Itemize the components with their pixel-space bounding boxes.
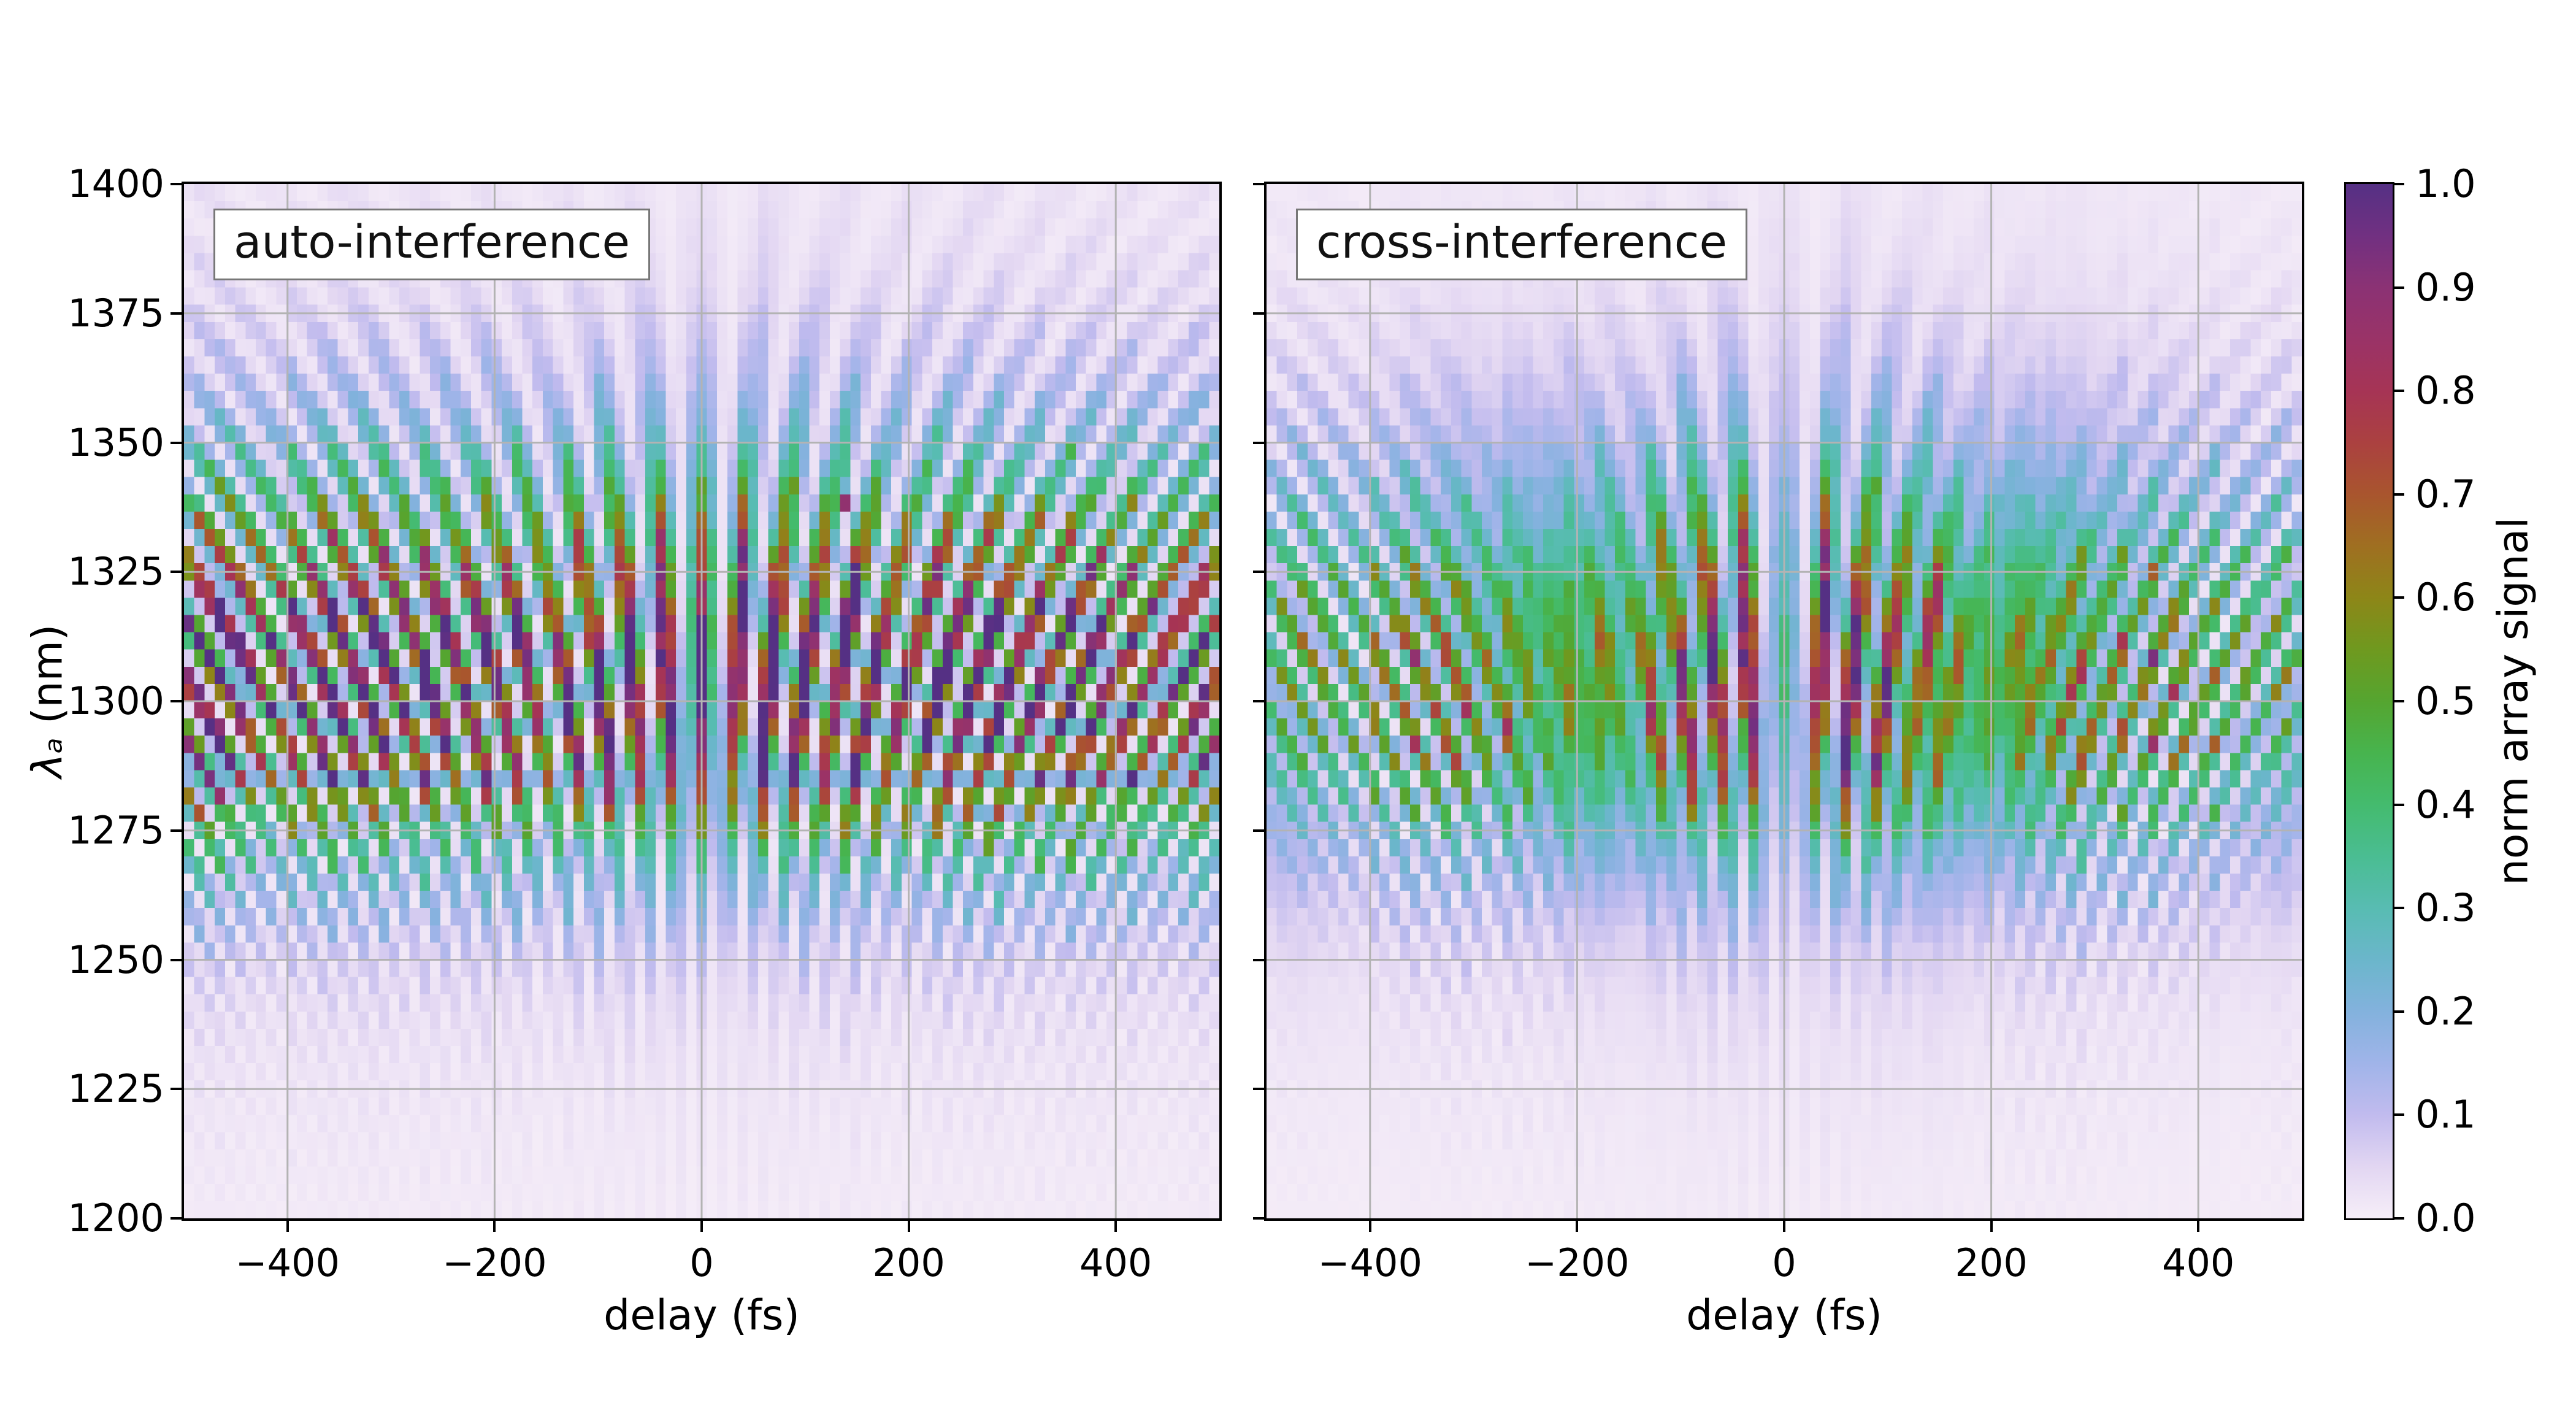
x-tick	[286, 1221, 289, 1232]
x-tick-label: −200	[1525, 1240, 1630, 1285]
y-tick	[171, 1217, 182, 1220]
colorbar-tick	[2394, 1010, 2404, 1013]
y-tick	[1253, 1217, 1264, 1220]
colorbar-tick-label: 0.7	[2415, 471, 2476, 517]
colorbar-tick	[2394, 390, 2404, 393]
x-tick	[1783, 1221, 1785, 1232]
y-tick	[171, 700, 182, 702]
y-tick	[171, 183, 182, 185]
x-tick-label: −400	[235, 1240, 340, 1285]
colorbar-tick	[2394, 183, 2404, 185]
x-tick	[1368, 1221, 1371, 1232]
y-tick-label: 1250	[67, 937, 164, 982]
panel-auto-interference: auto-interference	[182, 182, 1222, 1221]
colorbar-tick	[2394, 907, 2404, 910]
x-tick-label: 0	[1772, 1240, 1796, 1285]
y-tick	[1253, 183, 1264, 185]
y-tick	[171, 571, 182, 574]
y-tick-label: 1275	[67, 807, 164, 853]
x-tick	[493, 1221, 496, 1232]
colorbar-tick-label: 0.9	[2415, 264, 2476, 310]
y-tick-label: 1350	[67, 420, 164, 465]
colorbar-tick	[2394, 596, 2404, 599]
x-tick	[907, 1221, 910, 1232]
x-tick-label: 200	[1955, 1240, 2028, 1285]
colorbar-tick	[2394, 700, 2404, 702]
y-tick	[171, 829, 182, 832]
colorbar-tick-label: 0.8	[2415, 368, 2476, 413]
colorbar-tick	[2394, 1113, 2404, 1117]
x-tick-label: 400	[2162, 1240, 2235, 1285]
y-tick-label: 1325	[67, 549, 164, 594]
panel-label-auto: auto-interference	[213, 209, 651, 281]
x-tick-label: 400	[1079, 1240, 1152, 1285]
x-axis-label-auto: delay (fs)	[604, 1291, 800, 1340]
y-tick	[171, 1088, 182, 1091]
x-tick-label: −400	[1317, 1240, 1422, 1285]
x-axis-label-cross: delay (fs)	[1686, 1291, 1882, 1340]
panel-label-cross: cross-interference	[1296, 209, 1748, 281]
colorbar-tick-label: 0.0	[2415, 1196, 2476, 1240]
y-tick	[171, 958, 182, 961]
y-tick	[1253, 829, 1264, 832]
y-tick-label: 1225	[67, 1066, 164, 1112]
y-axis-label-symbol: λₐ	[23, 737, 72, 778]
colorbar	[2344, 182, 2394, 1220]
x-tick-label: −200	[442, 1240, 547, 1285]
colorbar-tick	[2394, 803, 2404, 806]
colorbar-tick	[2394, 493, 2404, 496]
x-tick	[1990, 1221, 1993, 1232]
x-tick	[1576, 1221, 1579, 1232]
y-tick-label: 1200	[67, 1196, 164, 1240]
colorbar-tick-label: 0.3	[2415, 885, 2476, 931]
x-tick	[2197, 1221, 2200, 1232]
y-tick-label: 1400	[67, 161, 164, 206]
colorbar-tick-label: 0.2	[2415, 988, 2476, 1034]
gridlines-auto	[184, 184, 1219, 1218]
y-tick	[1253, 312, 1264, 315]
colorbar-tick-label: 0.5	[2415, 678, 2476, 723]
y-tick	[1253, 441, 1264, 444]
y-tick-label: 1300	[67, 678, 164, 723]
x-tick-label: 200	[872, 1240, 945, 1285]
y-tick	[1253, 571, 1264, 574]
y-tick	[1253, 700, 1264, 702]
x-tick	[700, 1221, 703, 1232]
y-tick	[171, 312, 182, 315]
x-tick-label: 0	[689, 1240, 714, 1285]
y-tick	[171, 441, 182, 444]
y-tick	[1253, 958, 1264, 961]
colorbar-tick-label: 0.1	[2415, 1092, 2476, 1137]
colorbar-tick	[2394, 286, 2404, 289]
colorbar-tick	[2394, 1217, 2404, 1220]
panel-cross-interference: cross-interference	[1264, 182, 2304, 1221]
y-tick-label: 1375	[67, 290, 164, 336]
colorbar-tick-label: 0.6	[2415, 575, 2476, 620]
colorbar-tick-label: 0.4	[2415, 782, 2476, 827]
y-tick	[1253, 1088, 1264, 1091]
colorbar-tick-label: 1.0	[2415, 161, 2476, 206]
colorbar-label: norm array signal	[2489, 517, 2538, 886]
x-tick	[1114, 1221, 1117, 1232]
gridlines-cross	[1267, 184, 2302, 1218]
